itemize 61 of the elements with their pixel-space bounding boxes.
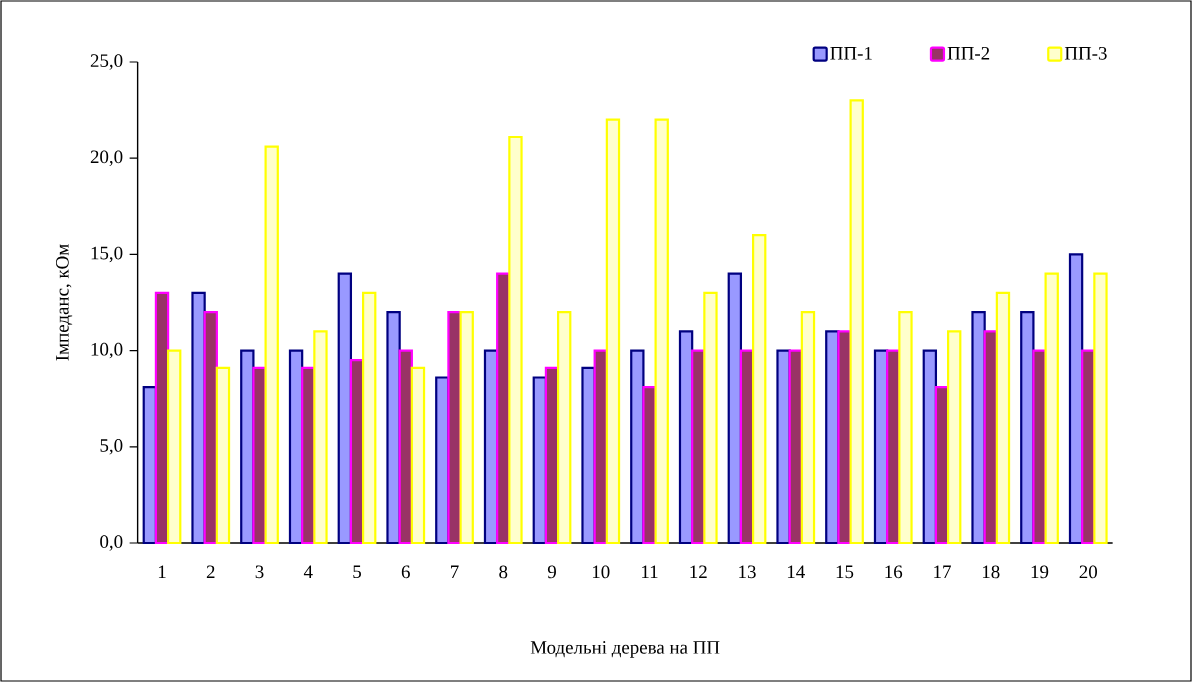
bar [776, 349, 791, 545]
bar [947, 330, 962, 545]
bar [313, 330, 328, 545]
bar [1032, 349, 1047, 545]
bar [898, 311, 913, 545]
x-tick-label: 10 [592, 565, 610, 579]
bar [362, 291, 377, 545]
x-tick-label: 4 [303, 565, 313, 578]
bar [386, 311, 401, 545]
bar [264, 145, 279, 545]
x-tick-label: 6 [401, 565, 410, 579]
legend-label: ПП-3 [1064, 46, 1107, 60]
legend-label: ПП-2 [947, 46, 990, 60]
y-axis-title: Імпеданс, кОм [55, 244, 73, 361]
bar [837, 330, 852, 545]
x-tick-label: 16 [885, 565, 903, 579]
bar [995, 291, 1011, 545]
bar [459, 311, 474, 545]
bar [1044, 272, 1059, 545]
y-tick-label: 15,0 [91, 246, 123, 263]
y-tick-label: 5,0 [100, 439, 123, 455]
x-axis-title: Модельні дерева на ПП [530, 641, 720, 658]
bar [605, 118, 621, 545]
x-tick-label: 7 [451, 565, 459, 578]
x-tick-label: 15 [836, 565, 854, 579]
bar [508, 135, 523, 545]
x-tick-label: 14 [787, 565, 805, 578]
legend-label: ПП-1 [830, 46, 872, 60]
bar [752, 234, 767, 545]
bar [800, 311, 816, 545]
x-tick-label: 12 [690, 565, 707, 579]
bar [581, 366, 596, 545]
x-tick-label: 11 [642, 565, 658, 578]
x-tick-label: 3 [255, 565, 264, 579]
x-tick-label: 18 [982, 565, 1000, 579]
bar [849, 99, 864, 545]
bar [252, 366, 267, 545]
x-tick-label: 13 [739, 565, 756, 579]
x-tick-label: 20 [1079, 565, 1097, 579]
bar [191, 291, 206, 545]
x-tick-label: 17 [934, 565, 951, 578]
bar [215, 366, 231, 545]
y-tick-label: 20,0 [90, 150, 123, 166]
bar [703, 291, 718, 545]
y-tick-label: 25,0 [90, 54, 123, 70]
x-tick-label: 19 [1031, 565, 1049, 579]
bar [557, 311, 572, 545]
y-tick-label: 0,0 [100, 535, 123, 551]
bar [167, 349, 182, 545]
bar [410, 366, 426, 545]
bar [447, 311, 462, 545]
x-tick-label: 5 [353, 565, 361, 579]
bar [654, 118, 669, 545]
x-tick-label: 8 [499, 565, 508, 579]
bar [971, 311, 986, 545]
x-tick-label: 2 [206, 565, 215, 579]
y-tick-label: 10,0 [91, 342, 123, 359]
x-tick-label: 1 [158, 565, 166, 578]
bar [1093, 272, 1108, 545]
x-tick-label: 9 [547, 565, 556, 579]
bar [642, 386, 657, 545]
